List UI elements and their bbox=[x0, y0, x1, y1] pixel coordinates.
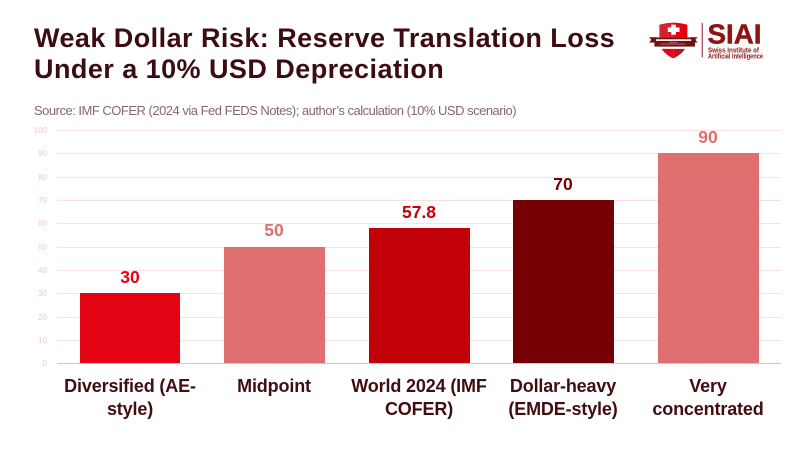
svg-text:SIAI: SIAI bbox=[708, 19, 762, 50]
svg-text:Swiss Institute of: Swiss Institute of bbox=[708, 46, 759, 55]
svg-text:Artificial Intelligence: Artificial Intelligence bbox=[708, 52, 763, 61]
